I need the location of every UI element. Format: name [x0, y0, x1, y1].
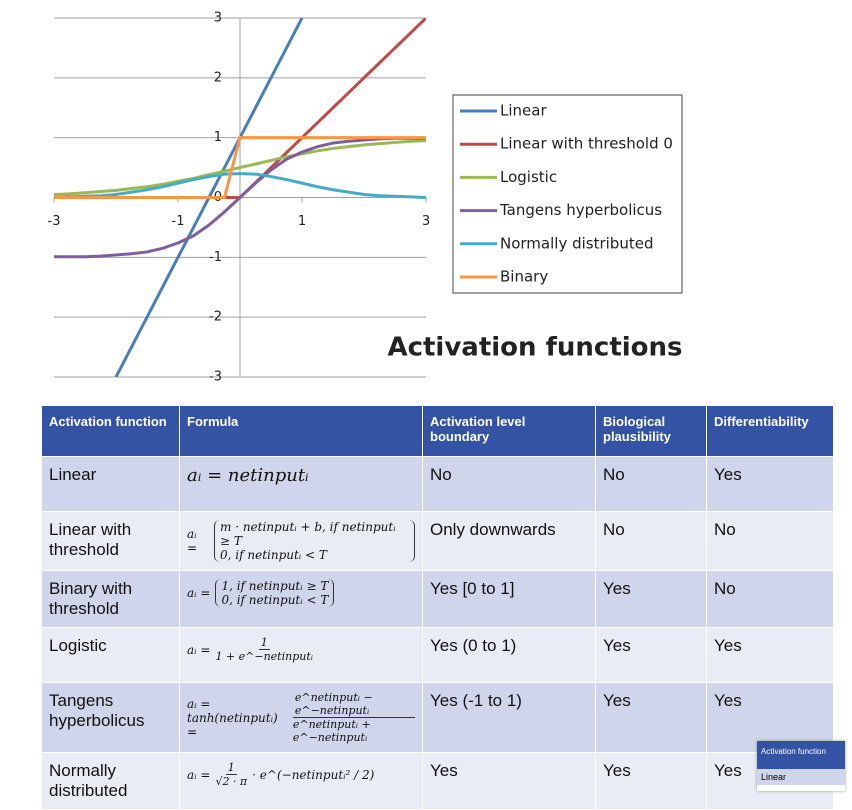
table-row: Linear aᵢ = netinputᵢ No No Yes [41, 456, 834, 512]
formula: aᵢ = 1 1 + e^−netinputᵢ [187, 636, 415, 663]
formula-numerator: 1 [225, 761, 237, 775]
formula-lhs: aᵢ = [187, 527, 198, 555]
x-tick-label: -1 [172, 214, 185, 229]
formula-case: m · netinputᵢ + b, if netinputᵢ ≥ T [220, 520, 396, 548]
formula-cell: aᵢ = tanh(netinputᵢ) = e^netinputᵢ − e^−n… [179, 682, 423, 753]
table-cell: No [595, 456, 707, 512]
table-cell: No [595, 511, 707, 571]
formula-lhs: aᵢ = [187, 642, 211, 657]
table-cell: Linear [41, 456, 180, 512]
y-tick-label: 2 [214, 70, 222, 85]
formula: aᵢ = tanh(netinputᵢ) = e^netinputᵢ − e^−n… [187, 691, 415, 744]
header-cell: Biological plausibility [595, 405, 707, 457]
formula-cell: aᵢ = netinputᵢ [179, 456, 423, 512]
table-cell: Yes [422, 752, 596, 810]
formula: aᵢ = 1 √2 · π · e^(−netinputᵢ² / 2) [187, 761, 415, 788]
thumbnail-header: Activation function [757, 741, 845, 769]
formula-denominator: e^netinputᵢ + e^−netinputᵢ [292, 718, 371, 744]
legend-label: Linear with threshold 0 [500, 135, 673, 153]
formula-denominator: √2 · π [215, 775, 248, 788]
table-cell: Yes [706, 456, 834, 512]
plot-lines [54, 18, 426, 377]
formula-denominator: 1 + e^−netinputᵢ [215, 650, 313, 663]
activation-table: Activation function Formula Activation lev… [41, 405, 834, 810]
y-tick-label: 3 [214, 11, 222, 26]
formula-lhs: aᵢ = [187, 586, 211, 600]
table-row: Logistic aᵢ = 1 1 + e^−netinputᵢ Yes (0 to 1… [41, 627, 834, 683]
y-tick-label: 1 [214, 130, 222, 145]
header-row: Activation function Formula Activation lev… [41, 405, 834, 457]
table-cell: Yes (-1 to 1) [422, 682, 596, 753]
formula-lhs: aᵢ = [187, 767, 211, 782]
legend-label: Logistic [500, 168, 557, 186]
chart-title: Activation functions [387, 333, 682, 363]
series-line [54, 172, 426, 199]
thumbnail: Activation function Linear [757, 741, 845, 791]
table-cell: Yes [595, 627, 707, 683]
x-tick-label: 3 [422, 214, 430, 229]
table-cell: Binary with threshold [41, 570, 180, 628]
formula-cases: 1, if netinputᵢ ≥ T 0, if netinputᵢ < T [215, 579, 335, 607]
thumbnail-row: Linear [757, 769, 845, 785]
table-cell: Logistic [41, 627, 180, 683]
formula: aᵢ = netinputᵢ [187, 465, 309, 486]
formula-lhs: aᵢ = tanh(netinputᵢ) = [187, 696, 278, 739]
legend-box [452, 94, 683, 294]
formula-case: 1, if netinputᵢ ≥ T [221, 579, 329, 593]
formula-fraction: e^netinputᵢ − e^−netinputᵢ e^netinputᵢ + … [292, 691, 415, 744]
table-cell: Yes [706, 627, 834, 683]
table-cell: Tangens hyperbolicus [41, 682, 180, 753]
table-row: Binary with threshold aᵢ = 1, if netinputᵢ… [41, 570, 834, 628]
table-cell: No [706, 511, 834, 571]
legend-label: Binary [500, 268, 548, 286]
table-cell: Yes [595, 570, 707, 628]
table-row: Linear with threshold aᵢ = m · netinputᵢ +… [41, 511, 834, 571]
table-cell: Only downwards [422, 511, 596, 571]
formula-numerator: 1 [258, 636, 270, 650]
y-tick-label: -3 [209, 370, 222, 385]
table-cell: Yes [595, 682, 707, 753]
table-row: Normally distributed aᵢ = 1 √2 · π · e^(−net… [41, 752, 834, 810]
series-line [54, 136, 426, 199]
header-cell: Activation level boundary [422, 405, 596, 457]
legend-label: Tangens hyperbolicus [499, 201, 662, 219]
formula-tail: · e^(−netinputᵢ² / 2) [252, 767, 375, 782]
legend-label: Linear [500, 102, 547, 120]
table-cell: No [422, 456, 596, 512]
formula-fraction: 1 √2 · π [215, 761, 247, 788]
header-cell: Differentiability [706, 405, 834, 457]
x-tick-label: -3 [48, 214, 61, 229]
table-cell: Yes (0 to 1) [422, 627, 596, 683]
table-cell: Linear with threshold [41, 511, 180, 571]
formula-cases: m · netinputᵢ + b, if netinputᵢ ≥ T 0, if… [214, 520, 415, 562]
formula: aᵢ = 1, if netinputᵢ ≥ T 0, if netinputᵢ <… [187, 579, 415, 607]
series-line [54, 139, 426, 197]
formula-numerator: e^netinputᵢ − e^−netinputᵢ [292, 691, 415, 718]
y-tick-label: -2 [209, 310, 222, 325]
y-tick-label: -1 [209, 250, 222, 265]
legend-label: Normally distributed [500, 234, 653, 252]
table-cell: Yes [0 to 1] [422, 570, 596, 628]
header-cell: Formula [179, 405, 423, 457]
x-tick-label: 1 [298, 214, 306, 229]
formula-cell: aᵢ = 1 √2 · π · e^(−netinputᵢ² / 2) [179, 752, 423, 810]
formula-case: 0, if netinputᵢ < T [220, 548, 327, 562]
formula-case: 0, if netinputᵢ < T [221, 593, 329, 607]
table-cell: No [706, 570, 834, 628]
header-cell: Activation function [41, 405, 180, 457]
formula-cell: aᵢ = 1 1 + e^−netinputᵢ [179, 627, 423, 683]
series-line [54, 136, 426, 259]
formula-cell: aᵢ = 1, if netinputᵢ ≥ T 0, if netinputᵢ <… [179, 570, 423, 628]
table-cell: Normally distributed [41, 752, 180, 810]
table-cell: Yes [595, 752, 707, 810]
table-row: Tangens hyperbolicus aᵢ = tanh(netinputᵢ)… [41, 682, 834, 753]
